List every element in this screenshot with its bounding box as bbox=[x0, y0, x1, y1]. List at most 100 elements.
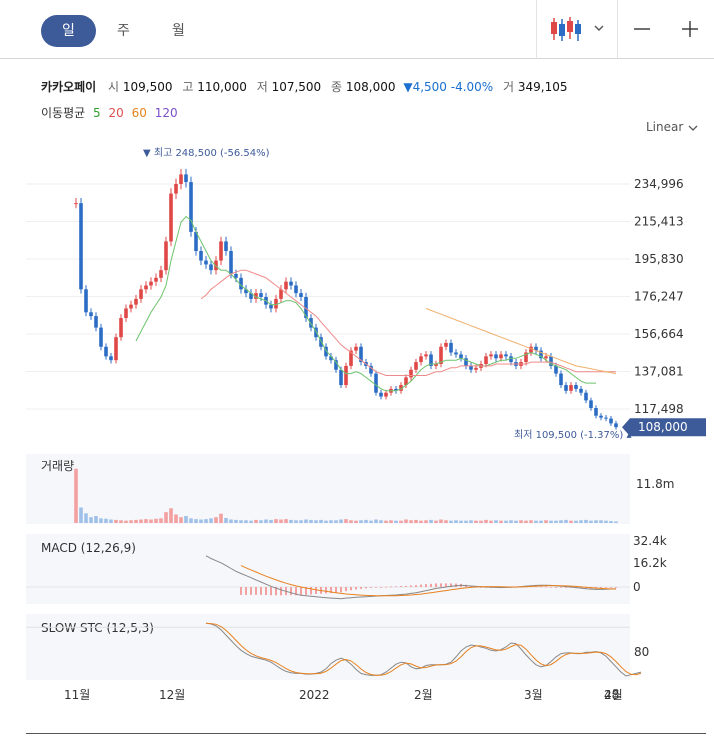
macd-histogram-bar bbox=[440, 583, 442, 587]
zoom-in-button[interactable] bbox=[666, 0, 714, 58]
candle-body bbox=[174, 183, 178, 194]
volume-value: 349,105 bbox=[517, 80, 568, 94]
volume-bar bbox=[74, 468, 78, 523]
macd-histogram-bar bbox=[280, 587, 282, 596]
candle-body bbox=[414, 362, 418, 370]
volume-bar bbox=[319, 519, 323, 523]
tab-monthly[interactable]: 월 bbox=[172, 23, 185, 39]
candle-body bbox=[154, 277, 158, 282]
macd-histogram-bar bbox=[260, 587, 262, 595]
volume-bar bbox=[374, 519, 378, 523]
macd-histogram-bar bbox=[385, 586, 387, 588]
low-value: 107,500 bbox=[271, 80, 322, 94]
volume-bar bbox=[404, 519, 408, 523]
zoom-out-button[interactable] bbox=[617, 0, 666, 58]
macd-histogram-bar bbox=[425, 584, 427, 587]
last-price-tag bbox=[622, 418, 706, 437]
volume-panel-bg bbox=[26, 454, 630, 524]
candle-body bbox=[594, 408, 598, 416]
candle-body bbox=[499, 354, 503, 359]
candle-body bbox=[549, 356, 553, 366]
price-ytick-label: 156,664 bbox=[634, 327, 684, 341]
candle-body bbox=[104, 346, 108, 357]
volume-bar bbox=[454, 520, 458, 523]
candle-body bbox=[124, 308, 128, 319]
stc-series bbox=[26, 622, 642, 677]
volume-bar bbox=[279, 519, 283, 523]
volume-bar bbox=[124, 520, 128, 523]
tab-daily[interactable]: 일 bbox=[41, 15, 96, 47]
volume-bar bbox=[159, 518, 163, 523]
candle-body bbox=[84, 289, 88, 313]
volume-bar bbox=[574, 520, 578, 523]
volume-bar bbox=[134, 519, 138, 523]
volume-bar bbox=[419, 520, 423, 523]
volume-bar bbox=[109, 519, 113, 523]
candle-body bbox=[439, 346, 443, 364]
candle-body bbox=[279, 289, 283, 299]
candle-body bbox=[269, 304, 273, 309]
volume-bar bbox=[499, 520, 503, 523]
volume-bar bbox=[514, 520, 518, 523]
volume-bar bbox=[149, 519, 153, 523]
macd-histogram-bar bbox=[480, 587, 482, 588]
candle-body bbox=[329, 356, 333, 361]
volume-bar bbox=[169, 508, 173, 523]
macd-histogram-bar bbox=[330, 587, 332, 594]
high-label: 고 bbox=[182, 80, 194, 94]
candle-body bbox=[369, 365, 373, 374]
candle-body bbox=[139, 289, 143, 299]
volume-bar bbox=[439, 519, 443, 523]
candle-body bbox=[434, 363, 438, 366]
x-tick-label: 28 bbox=[604, 688, 619, 702]
candle-body bbox=[184, 174, 188, 183]
volume-bar bbox=[79, 507, 83, 523]
volume-bar bbox=[144, 519, 148, 523]
volume-bar bbox=[204, 519, 208, 523]
candle-body bbox=[159, 270, 163, 278]
price-ytick-label: 137,081 bbox=[634, 365, 684, 379]
volume-bar bbox=[259, 520, 263, 523]
volume-bar bbox=[409, 520, 413, 523]
volume-bar bbox=[539, 520, 543, 523]
candle-body bbox=[359, 346, 363, 363]
ma60-line bbox=[425, 308, 617, 375]
candle-body bbox=[449, 342, 453, 353]
moving-average-lines bbox=[135, 215, 617, 392]
volume-bar bbox=[389, 520, 393, 523]
candle-body bbox=[89, 312, 93, 317]
high-value: 110,000 bbox=[197, 80, 247, 94]
candle-body bbox=[564, 385, 568, 391]
macd-histogram-bar bbox=[435, 583, 437, 587]
candle-body bbox=[504, 354, 508, 357]
volume-bar bbox=[544, 520, 548, 523]
open-label: 시 bbox=[108, 80, 120, 94]
x-tick-label: 2022 bbox=[299, 688, 330, 702]
x-tick-label: 4월 bbox=[604, 688, 623, 702]
macd-histogram-bar bbox=[390, 586, 392, 588]
volume-bar bbox=[224, 517, 228, 523]
price-candles bbox=[74, 168, 618, 430]
candle-body bbox=[94, 316, 98, 328]
x-tick-label: 3월 bbox=[524, 688, 543, 702]
scale-select[interactable]: Linear bbox=[646, 120, 699, 134]
ma20-line bbox=[200, 269, 616, 376]
candle-body bbox=[114, 337, 118, 361]
candle-body bbox=[429, 354, 433, 366]
candle-body bbox=[374, 373, 378, 393]
candle-body bbox=[334, 360, 338, 370]
macd-histogram-bar bbox=[295, 587, 297, 596]
price-ytick-label: 215,413 bbox=[634, 215, 684, 229]
volume-bar bbox=[589, 520, 593, 523]
volume-bar bbox=[339, 519, 343, 523]
candle-body bbox=[464, 358, 468, 366]
candle-body bbox=[454, 352, 458, 355]
tab-weekly[interactable]: 주 bbox=[117, 23, 130, 39]
macd-histogram-bar bbox=[565, 587, 567, 588]
macd-histogram-bar bbox=[340, 587, 342, 593]
chart-type-button[interactable] bbox=[536, 0, 617, 58]
volume-bar bbox=[189, 518, 193, 523]
macd-histogram-bar bbox=[615, 587, 617, 588]
